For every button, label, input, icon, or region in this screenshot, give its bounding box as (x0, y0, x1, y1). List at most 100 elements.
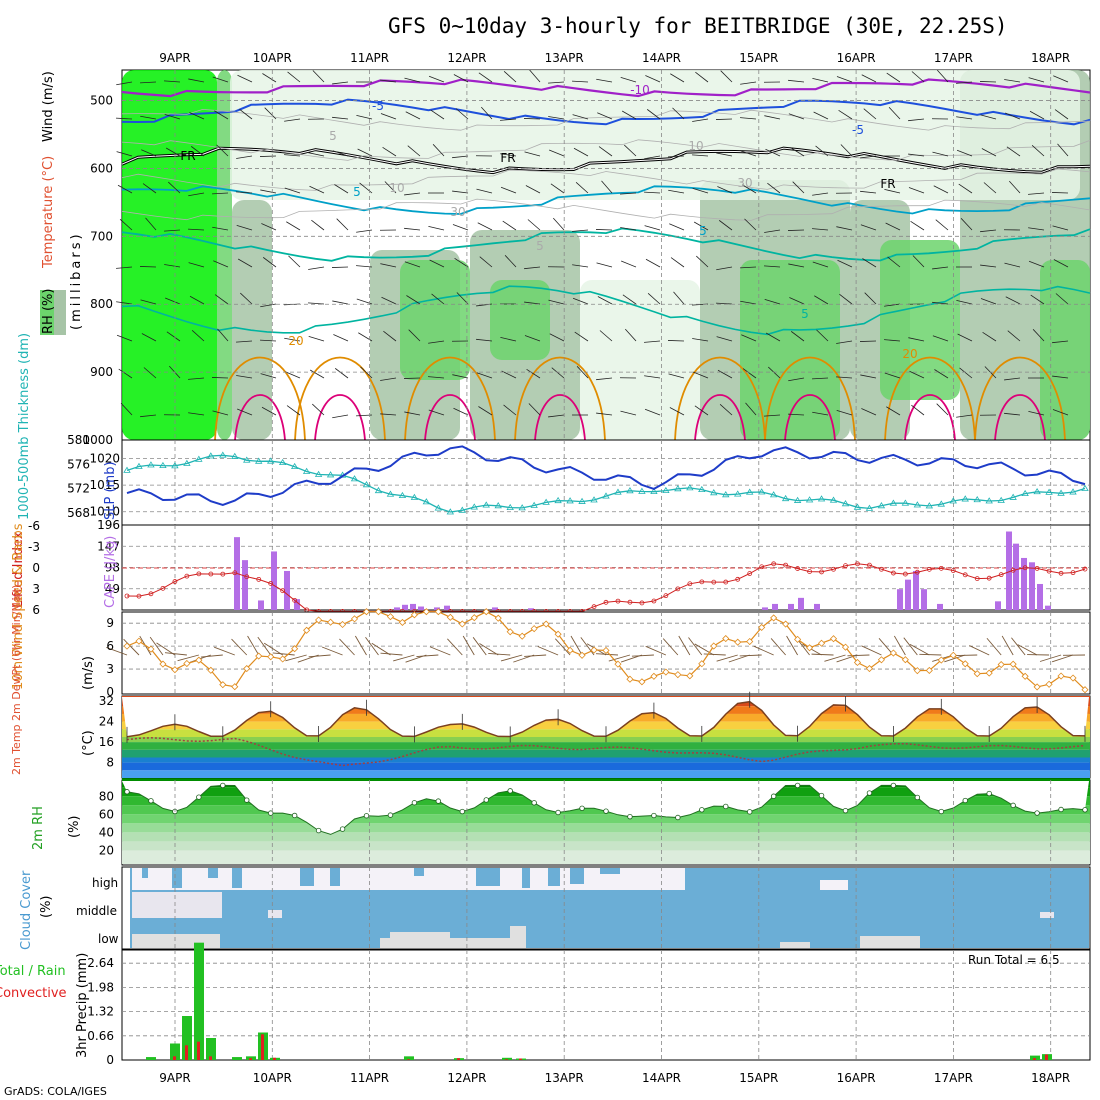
wind-barb (911, 71, 925, 83)
date-label-top-8: 17APR (934, 51, 973, 65)
wind-marker (937, 656, 945, 664)
thickness-marker (745, 488, 754, 495)
thickness-marker (961, 495, 969, 502)
thickness-markers (123, 451, 1089, 515)
wind-barb (768, 366, 781, 379)
wind-marker (315, 616, 323, 624)
wind-marker (1069, 674, 1077, 682)
wind-marker (758, 623, 766, 631)
wind-barb (1052, 375, 1069, 379)
rh-marker (124, 789, 130, 795)
thickness-marker (530, 501, 538, 508)
wind-barb (716, 302, 733, 305)
date-label-top-0: 9APR (159, 51, 190, 65)
wind-marker (530, 625, 538, 633)
li-marker (914, 569, 920, 575)
wind-marker (889, 649, 897, 657)
rh-marker (747, 809, 753, 815)
wind-tick-3: 3 (106, 662, 114, 676)
thickness-marker (362, 481, 371, 488)
wind-barb (1031, 144, 1045, 157)
li-marker (280, 588, 286, 594)
wind-marker (794, 635, 802, 643)
wind-marker (279, 655, 287, 663)
wind-barb (668, 189, 685, 194)
wind-marker (123, 642, 131, 650)
wind-barb (188, 412, 205, 416)
rh-marker (1082, 807, 1088, 813)
wind-barb (214, 110, 229, 120)
contour-label-4: FR (500, 151, 515, 165)
contour-20-7 (974, 356, 1066, 441)
temp-minmax-bars (126, 691, 1086, 743)
wind-marker (638, 678, 646, 686)
cape-bar-29 (1037, 583, 1043, 610)
wind-barb-10m (716, 654, 738, 662)
cloud-high-patch-5 (330, 868, 340, 886)
li-marker (160, 585, 166, 591)
cloud-high-patch-9 (548, 868, 560, 886)
wind-barb (863, 108, 877, 120)
li-marker (867, 562, 872, 568)
thickness-marker (290, 462, 299, 470)
wind-barb (452, 190, 469, 194)
rh-band-6 (122, 832, 1090, 842)
wind-barb-10m (631, 654, 654, 657)
wind-barb (621, 110, 637, 120)
rh-marker (435, 798, 442, 804)
wind-barb (982, 331, 997, 342)
wind-barb-10m (285, 654, 307, 662)
wind-marker (183, 659, 191, 668)
contour-5b (121, 227, 1091, 262)
li-marker (1022, 565, 1028, 571)
thickness-marker (1045, 488, 1053, 495)
wind-barb (406, 295, 421, 305)
wind-barb (980, 298, 997, 305)
wind-barb (524, 335, 541, 342)
rh-marker (1034, 810, 1040, 816)
precip-label: 3hr Precip (mm) (75, 953, 90, 1058)
rh-marker (459, 808, 465, 815)
wind-barb (644, 375, 661, 379)
date-label-top-4: 13APR (545, 51, 584, 65)
wind-barb (572, 264, 589, 268)
rh-marker (986, 790, 992, 797)
date-label-top-3: 12APR (447, 51, 486, 65)
thickness-marker (386, 490, 395, 497)
rh-marker (914, 794, 921, 801)
rh2m-label: 2m RH (31, 806, 46, 850)
precip-conv-bar-9 (407, 1059, 410, 1060)
wind-barb (452, 224, 469, 231)
wind-barb (932, 266, 949, 270)
cloud-high-patch-2 (208, 868, 218, 878)
wind-barb (816, 329, 829, 342)
contour-5a (121, 185, 1091, 215)
wind-barb (332, 300, 349, 305)
thickness-marker (769, 491, 778, 498)
thickness-tick-576: 576 (67, 457, 90, 471)
wind-marker (650, 672, 658, 680)
rh-band-8 (122, 850, 1090, 864)
contour-30-0 (234, 394, 286, 441)
wind-barb (404, 77, 421, 83)
thickness-marker (913, 501, 922, 508)
wind-barb (404, 227, 421, 231)
wind-barb (859, 340, 877, 342)
rh-grid (174, 780, 1052, 865)
wind-barb (237, 74, 253, 83)
wind-barb-10m (472, 637, 487, 656)
wind-barb (884, 339, 901, 342)
wind-barb (428, 340, 445, 344)
wind-barb (860, 155, 877, 159)
pressure-tick-900: 900 (90, 365, 113, 379)
contour-20-4 (674, 356, 766, 441)
wind-marker (470, 614, 478, 622)
wind-barb-10m (595, 653, 619, 656)
wind-barb (1005, 112, 1021, 120)
wind-marker (973, 670, 981, 678)
rh-marker (1010, 802, 1016, 809)
rh-contour-0 (121, 108, 1091, 131)
thickness-marker (266, 457, 275, 464)
wind-barb (764, 414, 781, 417)
upper-grid (122, 70, 1090, 440)
